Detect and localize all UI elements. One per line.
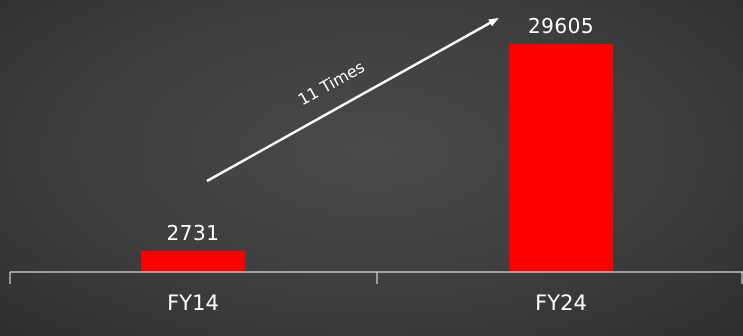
bar-fy24 (509, 44, 613, 272)
tick-label-fy24: FY24 (535, 291, 587, 315)
x-axis (9, 271, 743, 284)
growth-annotation-label: 11 Times (295, 57, 368, 109)
growth-arrow (206, 17, 499, 183)
data-label-fy24: 29605 (528, 14, 594, 38)
tick-label-fy14: FY14 (167, 291, 219, 315)
bar-fy14 (141, 250, 245, 272)
data-label-fy14: 2731 (167, 221, 220, 245)
growth-annotation: 11 Times (206, 17, 499, 183)
labels-layer: 2731 FY14 29605 FY24 (167, 14, 594, 315)
bars-layer (141, 44, 613, 272)
